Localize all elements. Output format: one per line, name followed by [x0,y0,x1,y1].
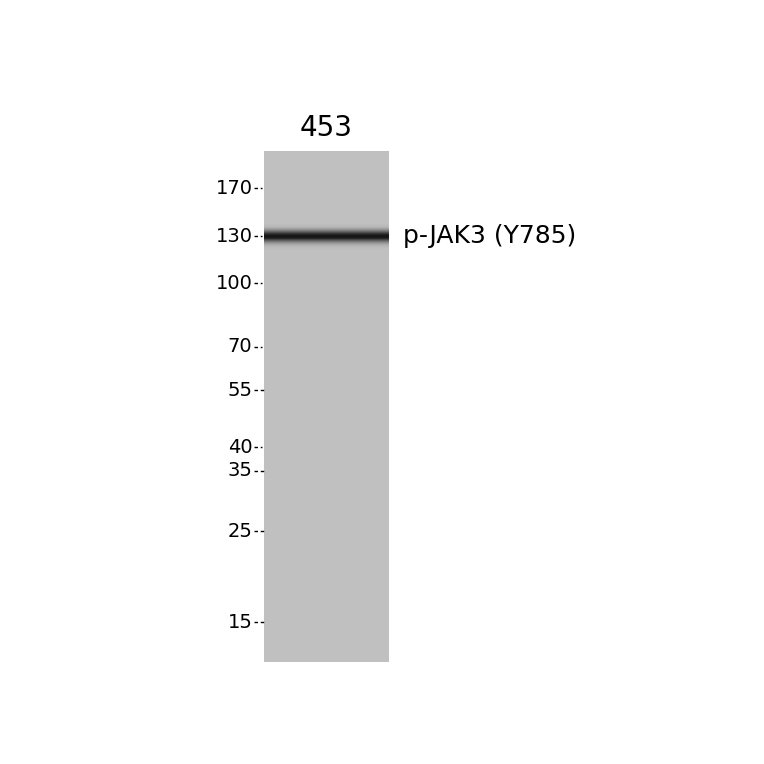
Text: 70: 70 [228,338,252,357]
Text: 170: 170 [215,179,252,198]
Text: 453: 453 [300,114,353,141]
Text: 35: 35 [228,461,252,481]
Text: 25: 25 [228,522,252,541]
Text: p-JAK3 (Y785): p-JAK3 (Y785) [403,225,577,248]
Text: 100: 100 [215,274,252,293]
Bar [264,151,389,662]
Text: 40: 40 [228,438,252,457]
Text: 130: 130 [215,227,252,246]
Text: 55: 55 [228,380,252,400]
Text: 15: 15 [228,613,252,632]
